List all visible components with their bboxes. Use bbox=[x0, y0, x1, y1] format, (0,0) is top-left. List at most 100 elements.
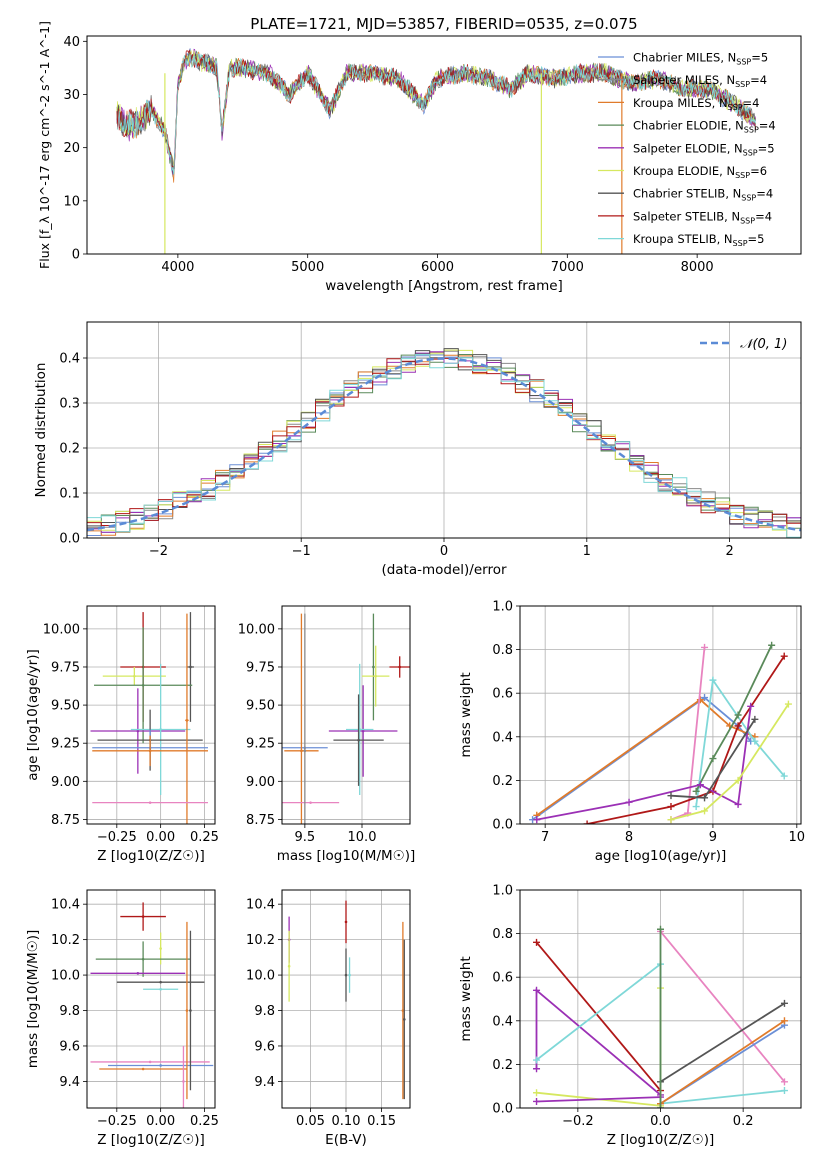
y-tick-label: 0.2 bbox=[492, 774, 513, 789]
data-point bbox=[141, 915, 145, 918]
x-axis-label: (data-model)/error bbox=[381, 562, 507, 578]
x-axis-label: wavelength [Angstrom, rest frame] bbox=[325, 278, 563, 294]
plus-marker bbox=[533, 1065, 541, 1073]
plus-marker bbox=[734, 800, 742, 808]
x-tick-label: 0.15 bbox=[367, 1114, 396, 1129]
histogram-step bbox=[87, 354, 801, 538]
weight-line bbox=[660, 1020, 785, 1105]
weight-line bbox=[536, 698, 756, 817]
panel-mass-vs-Z: −0.25 0.00 0.25 9.4 9.6 9.8 10.0 10.2 10.4 Z [log… bbox=[25, 890, 219, 1148]
weight-line bbox=[695, 644, 773, 792]
plot-frame bbox=[519, 889, 802, 1109]
data-layer bbox=[87, 348, 801, 538]
x-tick-label: 0.25 bbox=[190, 830, 219, 845]
plus-marker bbox=[533, 986, 541, 994]
y-tick-label: 9.75 bbox=[246, 660, 275, 675]
panel-mass-weight-vs-Z: −0.2 0.0 0.2 0.0 0.2 0.4 0.6 0.8 1.0 Z [log10(Z/Z… bbox=[458, 884, 801, 1148]
y-tick-label: 40 bbox=[63, 35, 80, 50]
plus-marker bbox=[533, 816, 541, 824]
y-axis-label: Flux [f_λ 10^-17 erg cm^-2 s^-1 A^-1] bbox=[37, 21, 52, 269]
y-tick-label: 10.4 bbox=[246, 898, 275, 913]
x-axis-label: Z [log10(Z/Z☉)] bbox=[97, 1132, 205, 1148]
y-tick-label: 0.0 bbox=[492, 818, 513, 833]
y-tick-label: 10.0 bbox=[51, 969, 80, 984]
plus-marker bbox=[701, 794, 709, 802]
data-point bbox=[185, 719, 189, 722]
data-point bbox=[403, 1018, 406, 1021]
y-tick-label: 0.4 bbox=[492, 730, 513, 745]
x-tick-label: 0.05 bbox=[296, 1114, 325, 1129]
y-tick-label: 10 bbox=[63, 194, 80, 209]
data-point bbox=[287, 964, 291, 968]
y-tick-label: 9.75 bbox=[51, 660, 80, 675]
y-tick-label: 10.2 bbox=[51, 933, 80, 948]
x-tick-label: 7 bbox=[541, 830, 549, 845]
y-axis-label: mass weight bbox=[458, 672, 474, 757]
data-layer bbox=[533, 925, 788, 1108]
data-layer bbox=[529, 641, 792, 824]
data-point bbox=[141, 1067, 145, 1071]
weight-line bbox=[659, 930, 786, 1083]
plus-marker bbox=[657, 925, 664, 933]
x-tick-label: 4000 bbox=[161, 260, 194, 275]
x-tick-label: 0.00 bbox=[146, 1114, 175, 1129]
weight-line bbox=[535, 941, 662, 1092]
y-tick-label: 0.2 bbox=[492, 1058, 513, 1073]
x-tick-label: 0.00 bbox=[146, 830, 175, 845]
data-point bbox=[141, 683, 145, 687]
x-tick-label: 5000 bbox=[291, 260, 324, 275]
data-point bbox=[189, 665, 192, 669]
x-axis-label: mass [log10(M/M☉)] bbox=[277, 848, 416, 864]
normal-curve bbox=[87, 357, 801, 532]
x-tick-label: 0 bbox=[440, 544, 448, 559]
data-point bbox=[344, 920, 348, 924]
data-point bbox=[348, 973, 351, 977]
legend-label: Salpeter STELIB, NSSP=4 bbox=[633, 209, 772, 225]
data-point bbox=[182, 1080, 185, 1083]
y-tick-label: 0.0 bbox=[59, 532, 80, 547]
data-point bbox=[136, 729, 140, 733]
y-tick-label: 10.2 bbox=[246, 933, 275, 948]
x-axis-label: Z [log10(Z/Z☉)] bbox=[97, 848, 205, 864]
plus-marker bbox=[734, 776, 742, 784]
plot-frame bbox=[86, 321, 802, 539]
legend-label: Chabrier ELODIE, NSSP=4 bbox=[633, 119, 776, 135]
panel-mass-weight-vs-age: 7 8 9 10 0.0 0.2 0.4 0.6 0.8 1.0 age [log10(age/yr… bbox=[458, 600, 805, 865]
plus-marker bbox=[780, 1087, 788, 1095]
plus-marker bbox=[533, 1056, 541, 1064]
plot-frame bbox=[281, 889, 411, 1109]
x-tick-label: −2 bbox=[149, 544, 168, 559]
panel-age-vs-mass: 9.5 10.0 8.75 9.00 9.25 9.50 9.75 10.00 mass [lo… bbox=[238, 606, 416, 864]
x-tick-label: 8000 bbox=[681, 260, 714, 275]
legend-label: Kroupa MILES, NSSP=4 bbox=[633, 96, 759, 112]
data-point bbox=[357, 738, 360, 742]
data-point bbox=[309, 801, 312, 804]
y-tick-label: 0.8 bbox=[492, 643, 513, 658]
plus-marker bbox=[780, 999, 788, 1007]
plus-marker bbox=[533, 1097, 541, 1105]
data-layer bbox=[282, 613, 410, 824]
x-tick-label: 1 bbox=[583, 544, 591, 559]
data-point bbox=[159, 987, 162, 991]
x-tick-label: −1 bbox=[292, 544, 311, 559]
y-axis-label: Normed distribution bbox=[33, 363, 49, 498]
weight-line bbox=[695, 677, 785, 807]
weight-line bbox=[670, 703, 790, 821]
x-axis-label: age [log10(age/yr)] bbox=[595, 848, 727, 864]
panel-spectrum: 4000 5000 6000 7000 8000 0 10 20 30 40 wavelength … bbox=[37, 21, 776, 294]
y-tick-label: 0.6 bbox=[492, 687, 513, 702]
y-tick-label: 1.0 bbox=[492, 884, 513, 899]
x-tick-label: 0.2 bbox=[733, 1114, 754, 1129]
plus-marker bbox=[780, 772, 788, 780]
legend-label: Chabrier MILES, NSSP=5 bbox=[633, 51, 768, 67]
plus-marker bbox=[667, 792, 675, 800]
x-tick-label: 0.0 bbox=[650, 1114, 671, 1129]
data-layer bbox=[116, 48, 756, 254]
x-tick-label: 9.5 bbox=[295, 830, 316, 845]
y-tick-label: 8.75 bbox=[51, 813, 80, 828]
y-tick-label: 9.6 bbox=[59, 1039, 80, 1054]
data-point bbox=[398, 665, 402, 669]
x-tick-label: 10.0 bbox=[348, 830, 377, 845]
data-layer bbox=[287, 900, 406, 1100]
plus-marker bbox=[667, 816, 675, 824]
